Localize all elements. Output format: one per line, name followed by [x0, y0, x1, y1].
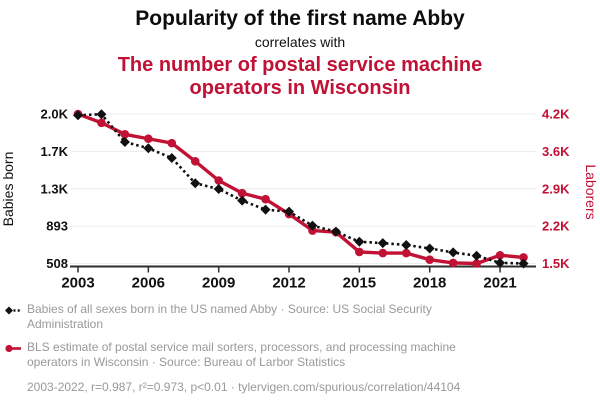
stats-citation: 2003-2022, r=0.987, r²=0.973, p<0.01 · t…: [27, 379, 461, 394]
svg-text:1.5K: 1.5K: [542, 256, 570, 271]
svg-text:2.2K: 2.2K: [542, 219, 570, 234]
chart-canvas: 508 1.5K 893 2.2K 1.3K 2.9K 1.7K 3.6K 2.0K 4.2K 20…: [0, 107, 599, 292]
svg-text:508: 508: [46, 256, 68, 271]
svg-text:2.0K: 2.0K: [41, 107, 69, 122]
chart-title: Popularity of the first name Abby: [135, 7, 465, 30]
svg-text:1.7K: 1.7K: [41, 144, 69, 159]
black-diamond-dashed-line-icon: [5, 306, 22, 315]
svg-text:Babies born: Babies born: [0, 152, 16, 227]
svg-text:2003: 2003: [61, 275, 94, 292]
chart-red-subtitle: The number of postal service machine ope…: [117, 54, 483, 100]
chart-legend: Babies of all sexes born in the US named…: [0, 298, 600, 394]
svg-text:1.3K: 1.3K: [41, 181, 69, 196]
svg-text:2.9K: 2.9K: [542, 181, 570, 196]
svg-text:2018: 2018: [413, 275, 446, 292]
svg-text:893: 893: [46, 219, 68, 234]
svg-text:2015: 2015: [343, 275, 376, 292]
svg-text:3.6K: 3.6K: [542, 144, 570, 159]
svg-text:2012: 2012: [272, 275, 305, 292]
svg-text:Laborers: Laborers: [583, 164, 599, 219]
dual-axis-line-chart: 508 1.5K 893 2.2K 1.3K 2.9K 1.7K 3.6K 2.0K 4.2K 20…: [0, 102, 600, 298]
legend-item-babies-abby: Babies of all sexes born in the US named…: [5, 302, 590, 332]
svg-text:2006: 2006: [132, 275, 165, 292]
legend-item-label: Babies of all sexes born in the US named…: [27, 302, 432, 332]
legend-item-postal-operators: BLS estimate of postal service mail sort…: [5, 340, 590, 370]
svg-text:2009: 2009: [202, 275, 235, 292]
svg-text:4.2K: 4.2K: [542, 107, 570, 122]
red-circle-solid-line-icon: [5, 344, 21, 352]
svg-text:2021: 2021: [483, 275, 516, 292]
chart-connector-text: correlates with: [254, 34, 346, 51]
chart-header: Popularity of the first name Abby correl…: [0, 0, 600, 100]
legend-item-label: BLS estimate of postal service mail sort…: [27, 339, 456, 369]
